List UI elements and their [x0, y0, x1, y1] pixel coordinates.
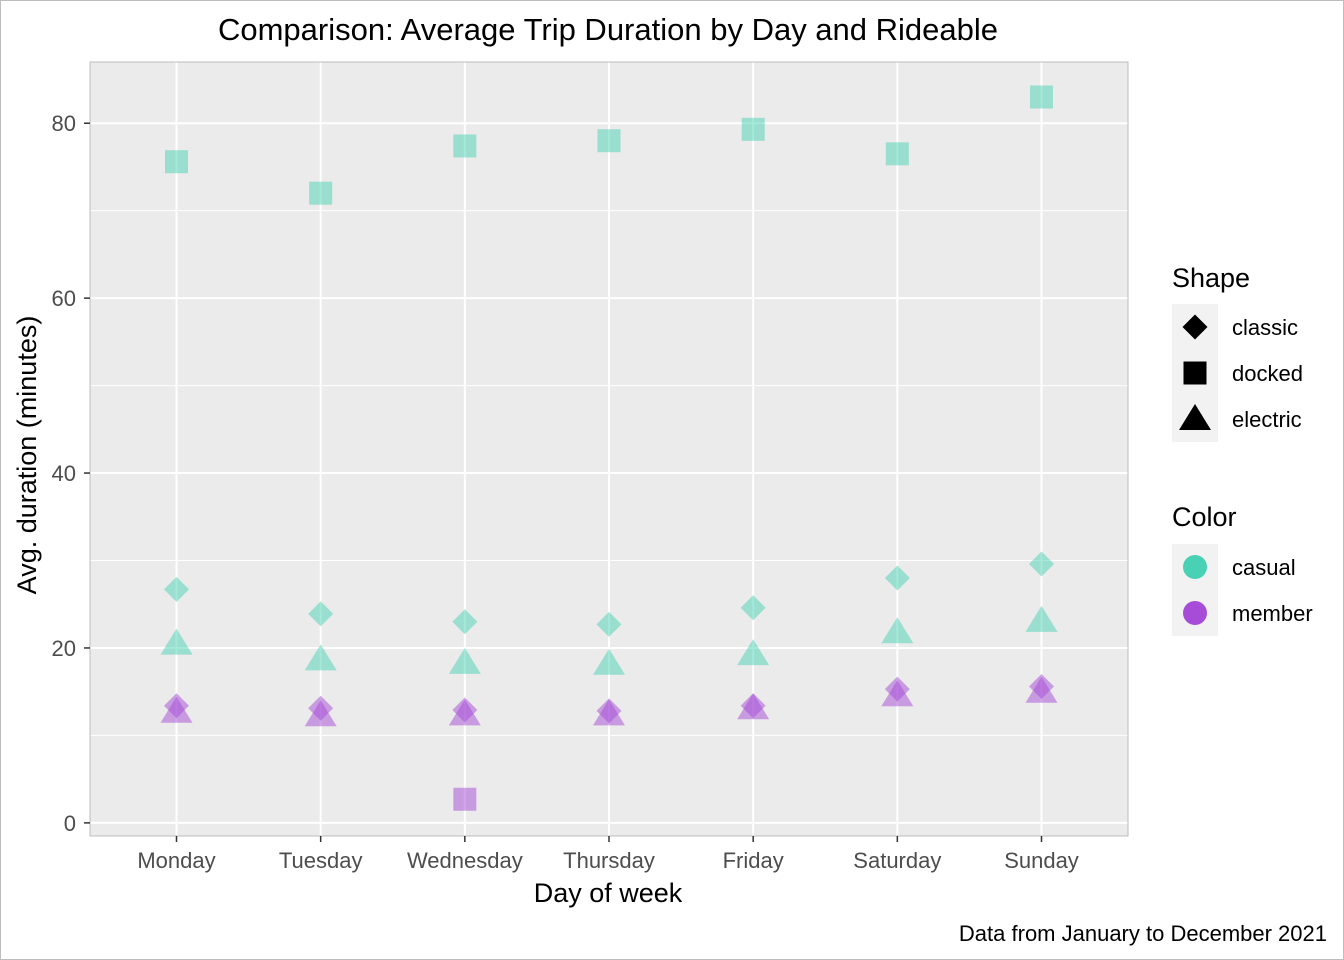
- data-point-casual-electric: [448, 647, 481, 674]
- data-point-member-docked: [453, 787, 477, 811]
- data-point-casual-docked: [1030, 85, 1053, 109]
- data-point-member-electric: [1025, 676, 1058, 703]
- data-point-casual-electric: [1025, 605, 1058, 632]
- x-tick-label: Saturday: [853, 848, 941, 873]
- chart-caption: Data from January to December 2021: [959, 921, 1327, 946]
- legend-key-member: [1183, 601, 1207, 625]
- data-point-casual-electric: [304, 644, 337, 671]
- y-axis-title: Avg. duration (minutes): [12, 316, 42, 595]
- legend-color-title: Color: [1172, 502, 1237, 532]
- x-axis: Monday Tuesday Wednesday Thursday Friday Satu…: [137, 836, 1079, 873]
- legend-key-electric: [1179, 404, 1211, 430]
- data-point-member-electric: [160, 696, 193, 723]
- y-axis: 0 20 40 60 80: [52, 111, 90, 836]
- x-tick-label: Wednesday: [407, 848, 523, 873]
- y-tick-label: 60: [52, 286, 76, 311]
- data-point-member-electric: [881, 680, 914, 707]
- data-point-casual-docked: [453, 134, 477, 158]
- y-tick-label: 20: [52, 636, 76, 661]
- y-tick-label: 0: [64, 811, 76, 836]
- data-point-casual-docked: [597, 129, 621, 153]
- chart-title: Comparison: Average Trip Duration by Day…: [218, 12, 998, 47]
- y-tick-label: 80: [52, 111, 76, 136]
- data-point-casual-classic: [164, 576, 189, 602]
- data-point-member-electric: [737, 693, 770, 720]
- data-point-casual-classic: [1029, 551, 1054, 577]
- data-point-casual-docked: [309, 181, 333, 205]
- legend-label-docked: docked: [1232, 361, 1303, 386]
- x-tick-label: Friday: [723, 848, 784, 873]
- data-point-member-electric: [448, 699, 481, 726]
- x-tick-label: Monday: [137, 848, 215, 873]
- data-points: [160, 85, 1058, 811]
- legend: Shape classic docked electric Color casual…: [1172, 263, 1313, 636]
- data-point-casual-docked: [885, 142, 909, 166]
- x-tick-label: Thursday: [563, 848, 655, 873]
- data-point-casual-classic: [452, 609, 478, 635]
- data-point-casual-classic: [596, 611, 622, 637]
- data-point-casual-classic: [884, 565, 910, 591]
- data-point-casual-electric: [737, 639, 770, 666]
- legend-shape-title: Shape: [1172, 263, 1250, 293]
- x-tick-label: Tuesday: [279, 848, 363, 873]
- data-point-casual-classic: [308, 601, 334, 627]
- data-point-member-electric: [304, 700, 337, 727]
- legend-color-items: casual member: [1172, 544, 1313, 636]
- legend-key-classic: [1182, 314, 1208, 340]
- legend-key-docked: [1183, 361, 1207, 385]
- legend-label-classic: classic: [1232, 315, 1298, 340]
- x-axis-title: Day of week: [534, 878, 683, 908]
- y-tick-label: 40: [52, 461, 76, 486]
- data-point-casual-electric: [881, 617, 914, 644]
- legend-key-casual: [1183, 555, 1207, 579]
- data-point-casual-electric: [160, 628, 193, 655]
- x-tick-label: Sunday: [1004, 848, 1079, 873]
- data-point-casual-electric: [593, 648, 625, 675]
- legend-shape-items: classic docked electric: [1172, 304, 1303, 442]
- data-point-member-electric: [593, 699, 625, 726]
- data-point-casual-docked: [165, 150, 188, 174]
- legend-label-casual: casual: [1232, 555, 1296, 580]
- data-point-casual-docked: [741, 117, 765, 141]
- legend-label-electric: electric: [1232, 407, 1302, 432]
- data-point-casual-classic: [740, 595, 766, 621]
- legend-label-member: member: [1232, 601, 1313, 626]
